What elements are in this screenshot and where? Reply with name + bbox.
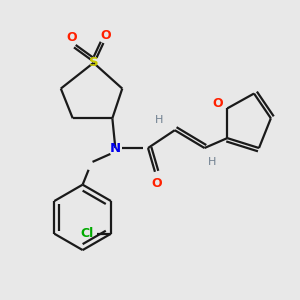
Text: H: H <box>155 115 163 125</box>
Text: S: S <box>89 56 98 69</box>
Text: O: O <box>100 28 111 42</box>
Text: Cl: Cl <box>80 227 94 240</box>
Text: O: O <box>152 177 162 190</box>
Text: H: H <box>208 157 217 167</box>
Text: N: N <box>110 142 121 154</box>
Text: O: O <box>66 31 77 44</box>
Text: O: O <box>212 97 223 110</box>
